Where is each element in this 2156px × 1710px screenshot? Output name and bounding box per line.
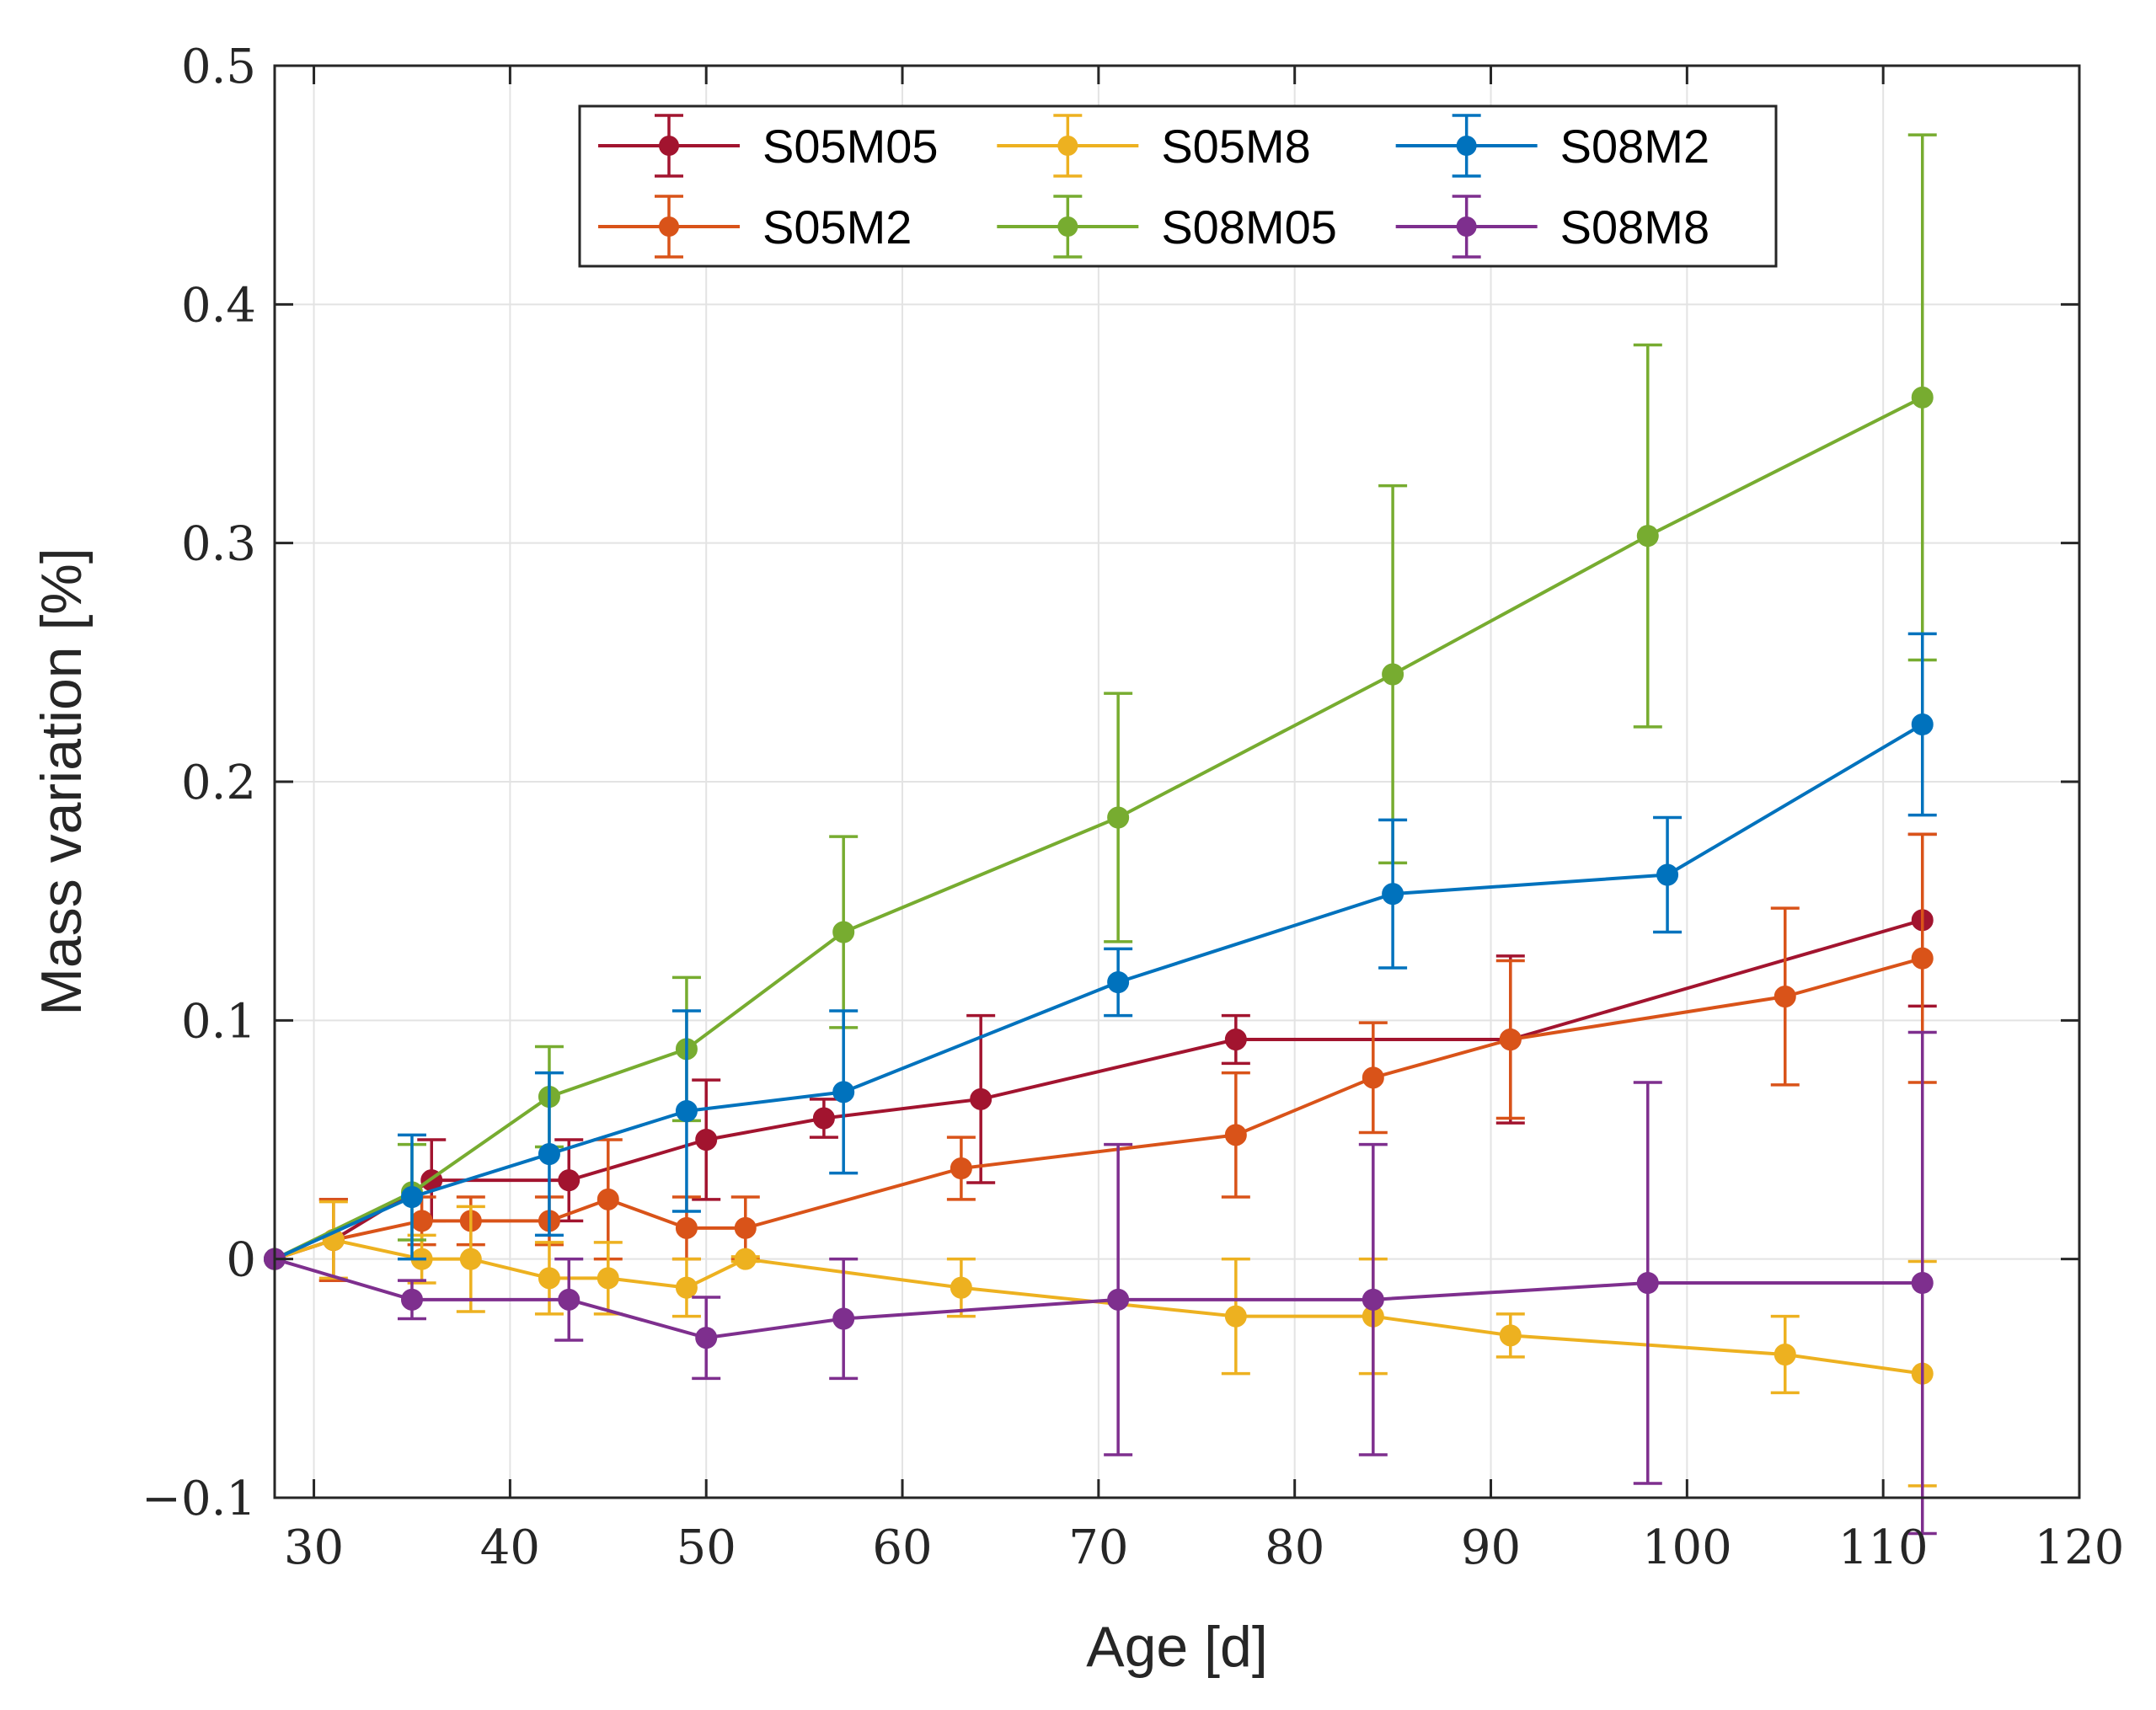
legend-label: S08M05 [1161,200,1337,254]
data-point [538,1267,560,1290]
data-point [558,1169,580,1192]
data-point [1382,663,1404,686]
x-tick-label: 90 [1461,1520,1521,1575]
data-point [812,1107,835,1130]
data-point [410,1210,433,1232]
legend-item-S05M2: S05M2 [598,195,912,259]
data-point [695,1129,718,1151]
y-tick-label: −0.1 [142,1472,256,1526]
data-point [400,1288,423,1311]
data-point [675,1276,698,1299]
axis-ticks [275,64,2081,1499]
x-tick-label: 30 [284,1520,344,1575]
legend: S05M05 S05M2 S05M8 S08M05 S08M2 S08M8 [578,104,1778,268]
x-tick-label: 40 [480,1520,540,1575]
data-point [1107,806,1130,829]
data-point [1911,713,1934,735]
data-point [1911,1272,1934,1294]
legend-label: S08M8 [1560,200,1709,254]
x-tick-label: 70 [1068,1520,1128,1575]
data-point [1656,863,1679,886]
data-point [558,1288,580,1311]
data-point [970,1087,992,1110]
x-tick-label: 50 [677,1520,736,1575]
series-layer [264,133,1937,1536]
data-point [832,921,855,943]
data-point [734,1248,757,1270]
series-S08M8 [264,1030,1937,1536]
data-point [597,1267,619,1290]
x-tick-label: 100 [1642,1520,1732,1575]
data-point [1911,947,1934,970]
x-tick-label: 80 [1265,1520,1324,1575]
data-point [1362,1066,1384,1089]
data-point [1636,525,1659,548]
data-point [1773,986,1796,1007]
data-point [1911,386,1934,409]
legend-marker [659,216,679,237]
legend-item-S08M2: S08M2 [1395,114,1709,178]
y-tick-label: 0.4 [181,278,256,333]
data-point [695,1327,718,1349]
legend-label: S08M2 [1560,120,1709,173]
legend-marker [1456,136,1477,156]
data-point [1107,971,1130,993]
y-tick-label: 0.3 [181,517,256,572]
x-axis-title: Age [d] [1086,1615,1268,1679]
data-point [1224,1124,1247,1146]
legend-item-S05M05: S05M05 [598,114,939,178]
series-S08M2 [264,632,1937,1270]
data-point [400,1186,423,1208]
data-point [1499,1324,1522,1347]
data-point [1224,1029,1247,1050]
legend-item-S05M8: S05M8 [997,114,1311,178]
data-point [1362,1288,1384,1311]
x-tick-label: 60 [872,1520,932,1575]
data-point [950,1157,972,1179]
data-point [1499,1029,1522,1050]
tick-labels: 30 40 50 60 70 80 90 100 110 120 −0.1 0 0.1 0.2 0.3 0.4… [142,40,2124,1575]
data-point [1773,1344,1796,1365]
legend-marker [659,136,679,156]
data-point [832,1307,855,1330]
data-point [1224,1305,1247,1328]
data-point [950,1276,972,1299]
data-point [675,1100,698,1122]
data-point [597,1188,619,1210]
legend-box [578,104,1778,268]
data-point [1107,1288,1130,1311]
data-point [832,1081,855,1103]
legend-label: S05M8 [1161,120,1310,173]
legend-marker [1057,136,1078,156]
data-point [734,1216,757,1239]
data-point [675,1216,698,1239]
legend-marker [1456,216,1477,237]
data-point [459,1248,482,1270]
x-tick-label: 110 [1838,1520,1929,1575]
y-tick-label: 0.5 [181,40,256,94]
data-point [538,1143,560,1165]
legend-label: S05M2 [762,200,912,254]
data-point [1382,883,1404,906]
legend-marker [1057,216,1078,237]
x-tick-label: 120 [2035,1520,2125,1575]
legend-item-S08M05: S08M05 [997,195,1337,259]
legend-item-S08M8: S08M8 [1395,195,1709,259]
data-point [1636,1272,1659,1294]
y-tick-label: 0.2 [181,756,256,810]
y-tick-label: 0 [226,1233,256,1288]
legend-label: S05M05 [762,120,939,173]
y-tick-label: 0.1 [181,994,256,1049]
y-axis-title: Mass variation [%] [29,548,94,1016]
